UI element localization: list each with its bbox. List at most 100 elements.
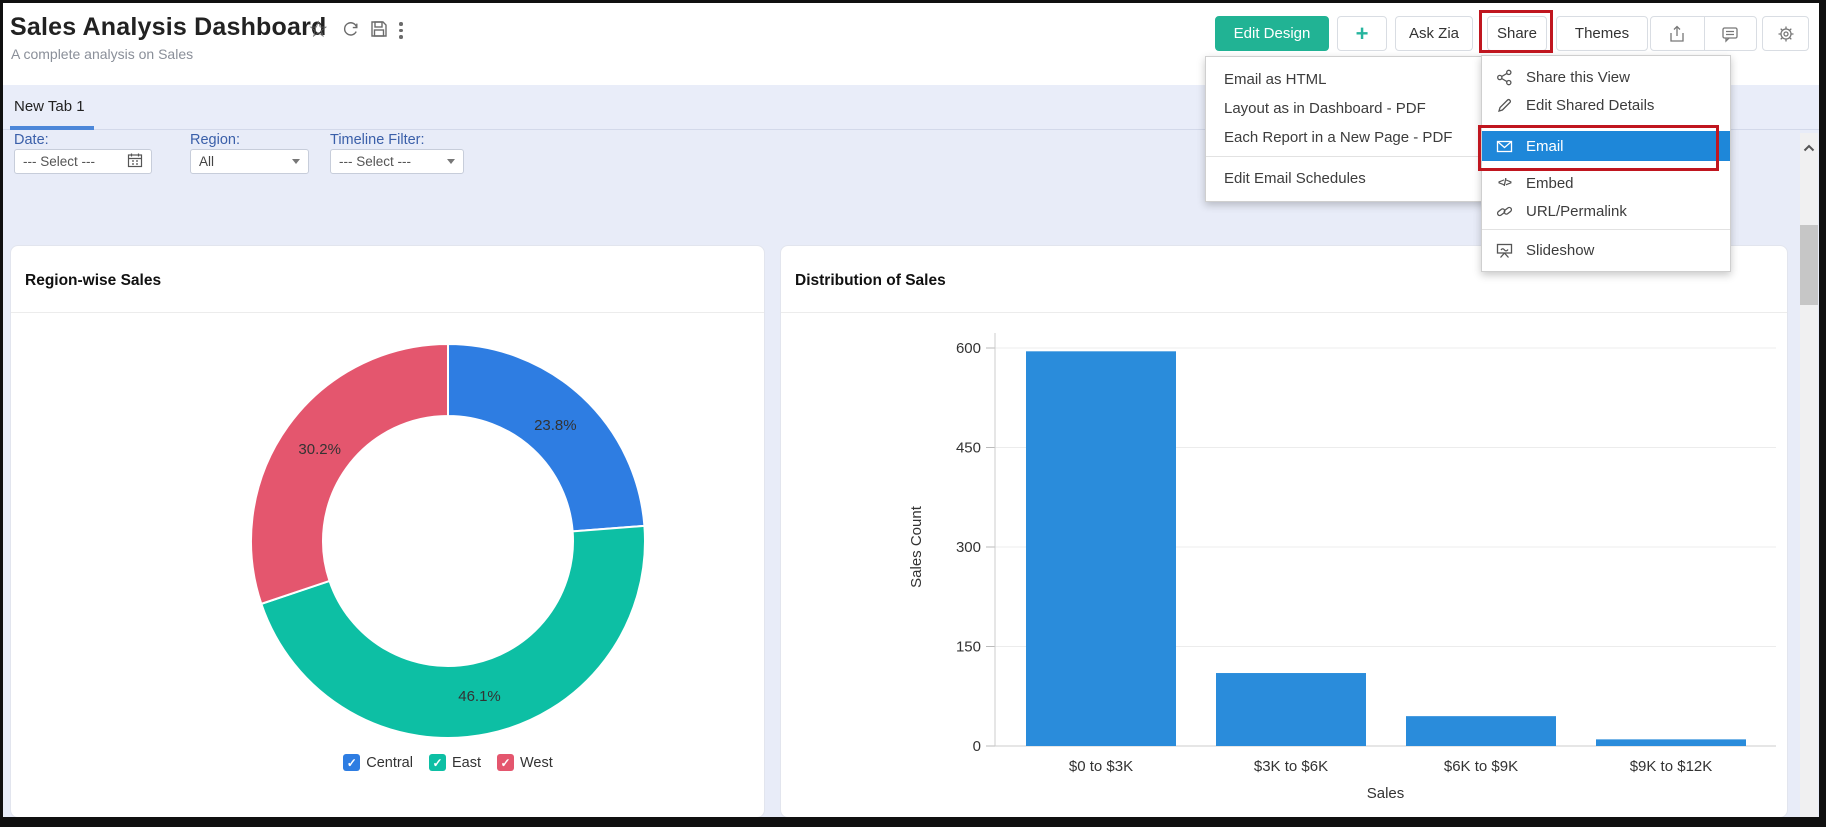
checkbox-central[interactable]: ✓ <box>343 754 361 771</box>
x-axis-title: Sales <box>1367 785 1405 802</box>
window-border-right <box>1819 0 1826 827</box>
donut-legend: ✓ Central ✓ East ✓ West <box>148 754 748 771</box>
legend-item-east[interactable]: ✓ East <box>428 754 481 771</box>
x-category-label: $0 to $3K <box>1069 758 1133 775</box>
timeline-filter-label: Timeline Filter: <box>330 132 425 148</box>
code-icon: </> <box>1498 177 1512 189</box>
menu-item-share-this-view[interactable]: Share this View <box>1482 63 1730 91</box>
export-icon[interactable] <box>1651 17 1704 50</box>
add-tab-button[interactable]: + <box>1337 16 1387 51</box>
region-filter-value: All <box>199 154 215 169</box>
region-filter-label: Region: <box>190 132 240 148</box>
share-nodes-icon <box>1497 69 1512 85</box>
header-icon-group <box>1650 16 1757 51</box>
card-header: Distribution of Sales <box>781 246 1787 313</box>
caret-down-icon <box>292 159 300 164</box>
y-tick-label: 0 <box>973 738 981 755</box>
slideshow-icon <box>1496 243 1513 258</box>
menu-item-edit-shared-details[interactable]: Edit Shared Details <box>1482 91 1730 119</box>
window-border-left <box>0 0 3 827</box>
menu-item-label: Share this View <box>1526 68 1630 86</box>
y-tick-label: 300 <box>956 539 981 556</box>
slice-percentage-label: 46.1% <box>458 688 501 705</box>
page-subtitle: A complete analysis on Sales <box>11 46 194 62</box>
menu-item-email-as-html[interactable]: Email as HTML <box>1224 71 1327 88</box>
donut-slice-west[interactable] <box>250 342 449 606</box>
bar--6k-to-9k[interactable] <box>1406 716 1556 746</box>
window-border-bottom <box>0 817 1826 827</box>
pencil-icon <box>1498 98 1512 112</box>
region-wise-sales-card: Region-wise Sales 23.8% 46.1% 30.2% ✓ Cent… <box>10 245 765 818</box>
checkbox-west[interactable]: ✓ <box>496 754 514 771</box>
region-filter-select[interactable]: All <box>190 149 309 174</box>
bar-chart: 0 150 300 450 600 $0 to $3K $3K to $6K $6K to $… <box>908 333 1776 802</box>
timeline-filter-select[interactable]: --- Select --- <box>330 149 464 174</box>
date-filter-select[interactable]: --- Select --- <box>14 149 152 174</box>
x-category-label: $6K to $9K <box>1444 758 1518 775</box>
themes-button[interactable]: Themes <box>1556 16 1648 51</box>
vertical-scrollbar <box>1800 133 1818 817</box>
refresh-icon[interactable] <box>340 19 361 45</box>
menu-item-each-report-new-page-pdf[interactable]: Each Report in a New Page - PDF <box>1224 129 1453 146</box>
menu-item-email[interactable]: Email <box>1482 131 1730 161</box>
bar--0-to-3k[interactable] <box>1026 351 1176 746</box>
timeline-filter-value: --- Select --- <box>339 154 411 169</box>
active-tab-indicator <box>10 126 94 130</box>
x-category-label: $9K to $12K <box>1630 758 1713 775</box>
menu-separator <box>1482 229 1730 230</box>
y-axis-title: Sales Count <box>908 505 925 588</box>
slice-percentage-label: 23.8% <box>534 417 577 434</box>
date-filter-value: --- Select --- <box>23 154 95 169</box>
card-header: Region-wise Sales <box>11 246 764 313</box>
menu-item-label: Embed <box>1526 174 1574 192</box>
menu-item-label: Slideshow <box>1526 241 1595 259</box>
menu-item-label: Email <box>1526 137 1564 155</box>
legend-label: East <box>451 754 481 771</box>
legend-label: Central <box>366 754 413 771</box>
menu-item-slideshow[interactable]: Slideshow <box>1482 234 1730 266</box>
menu-item-layout-as-in-dashboard-pdf[interactable]: Layout as in Dashboard - PDF <box>1224 100 1426 117</box>
settings-gear-icon[interactable] <box>1762 16 1809 51</box>
share-menu: Share this View Edit Shared Details Emai… <box>1481 55 1731 272</box>
bar--3k-to-6k[interactable] <box>1216 673 1366 746</box>
date-filter-label: Date: <box>14 132 49 148</box>
envelope-icon <box>1496 140 1513 152</box>
donut-chart-title: Region-wise Sales <box>25 272 162 289</box>
window-border-top <box>0 0 1826 3</box>
scrollbar-thumb[interactable] <box>1800 225 1818 305</box>
legend-item-west[interactable]: ✓ West <box>496 754 553 771</box>
y-tick-label: 150 <box>956 639 981 656</box>
email-options-menu: Email as HTML Layout as in Dashboard - P… <box>1205 56 1487 202</box>
donut-slice-central[interactable] <box>447 342 646 533</box>
menu-item-label: Edit Shared Details <box>1526 96 1655 114</box>
bar-chart-title: Distribution of Sales <box>795 272 946 289</box>
y-tick-label: 600 <box>956 340 981 357</box>
x-category-label: $3K to $6K <box>1254 758 1328 775</box>
menu-item-url-permalink[interactable]: URL/Permalink <box>1482 197 1730 225</box>
legend-item-central[interactable]: ✓ Central <box>343 754 413 771</box>
scrollbar-up-arrow[interactable] <box>1800 139 1818 157</box>
checkbox-east[interactable]: ✓ <box>428 754 446 771</box>
more-options-icon[interactable] <box>399 22 403 39</box>
caret-down-icon <box>447 159 455 164</box>
ask-zia-button[interactable]: Ask Zia <box>1395 16 1473 51</box>
distribution-of-sales-card: Distribution of Sales 0 150 300 450 600 $0 to… <box>780 245 1788 818</box>
comments-icon[interactable] <box>1703 17 1757 50</box>
link-icon <box>1496 206 1513 216</box>
menu-item-edit-email-schedules[interactable]: Edit Email Schedules <box>1224 169 1366 187</box>
y-tick-label: 450 <box>956 440 981 457</box>
calendar-icon[interactable] <box>127 152 143 171</box>
bar--9k-to-12k[interactable] <box>1596 739 1746 746</box>
page-title: Sales Analysis Dashboard <box>10 13 327 41</box>
tab-new-tab-1[interactable]: New Tab 1 <box>14 98 85 115</box>
menu-item-embed[interactable]: </> Embed <box>1482 169 1730 197</box>
menu-item-label: URL/Permalink <box>1526 202 1627 220</box>
menu-separator <box>1206 156 1486 157</box>
donut-slice-east[interactable] <box>260 524 646 739</box>
edit-design-button[interactable]: Edit Design <box>1215 16 1329 51</box>
favorite-star-icon[interactable]: ☆ <box>308 16 329 42</box>
save-icon[interactable] <box>369 19 389 44</box>
slice-percentage-label: 30.2% <box>298 441 341 458</box>
legend-label: West <box>519 754 553 771</box>
share-button[interactable]: Share <box>1487 16 1547 51</box>
